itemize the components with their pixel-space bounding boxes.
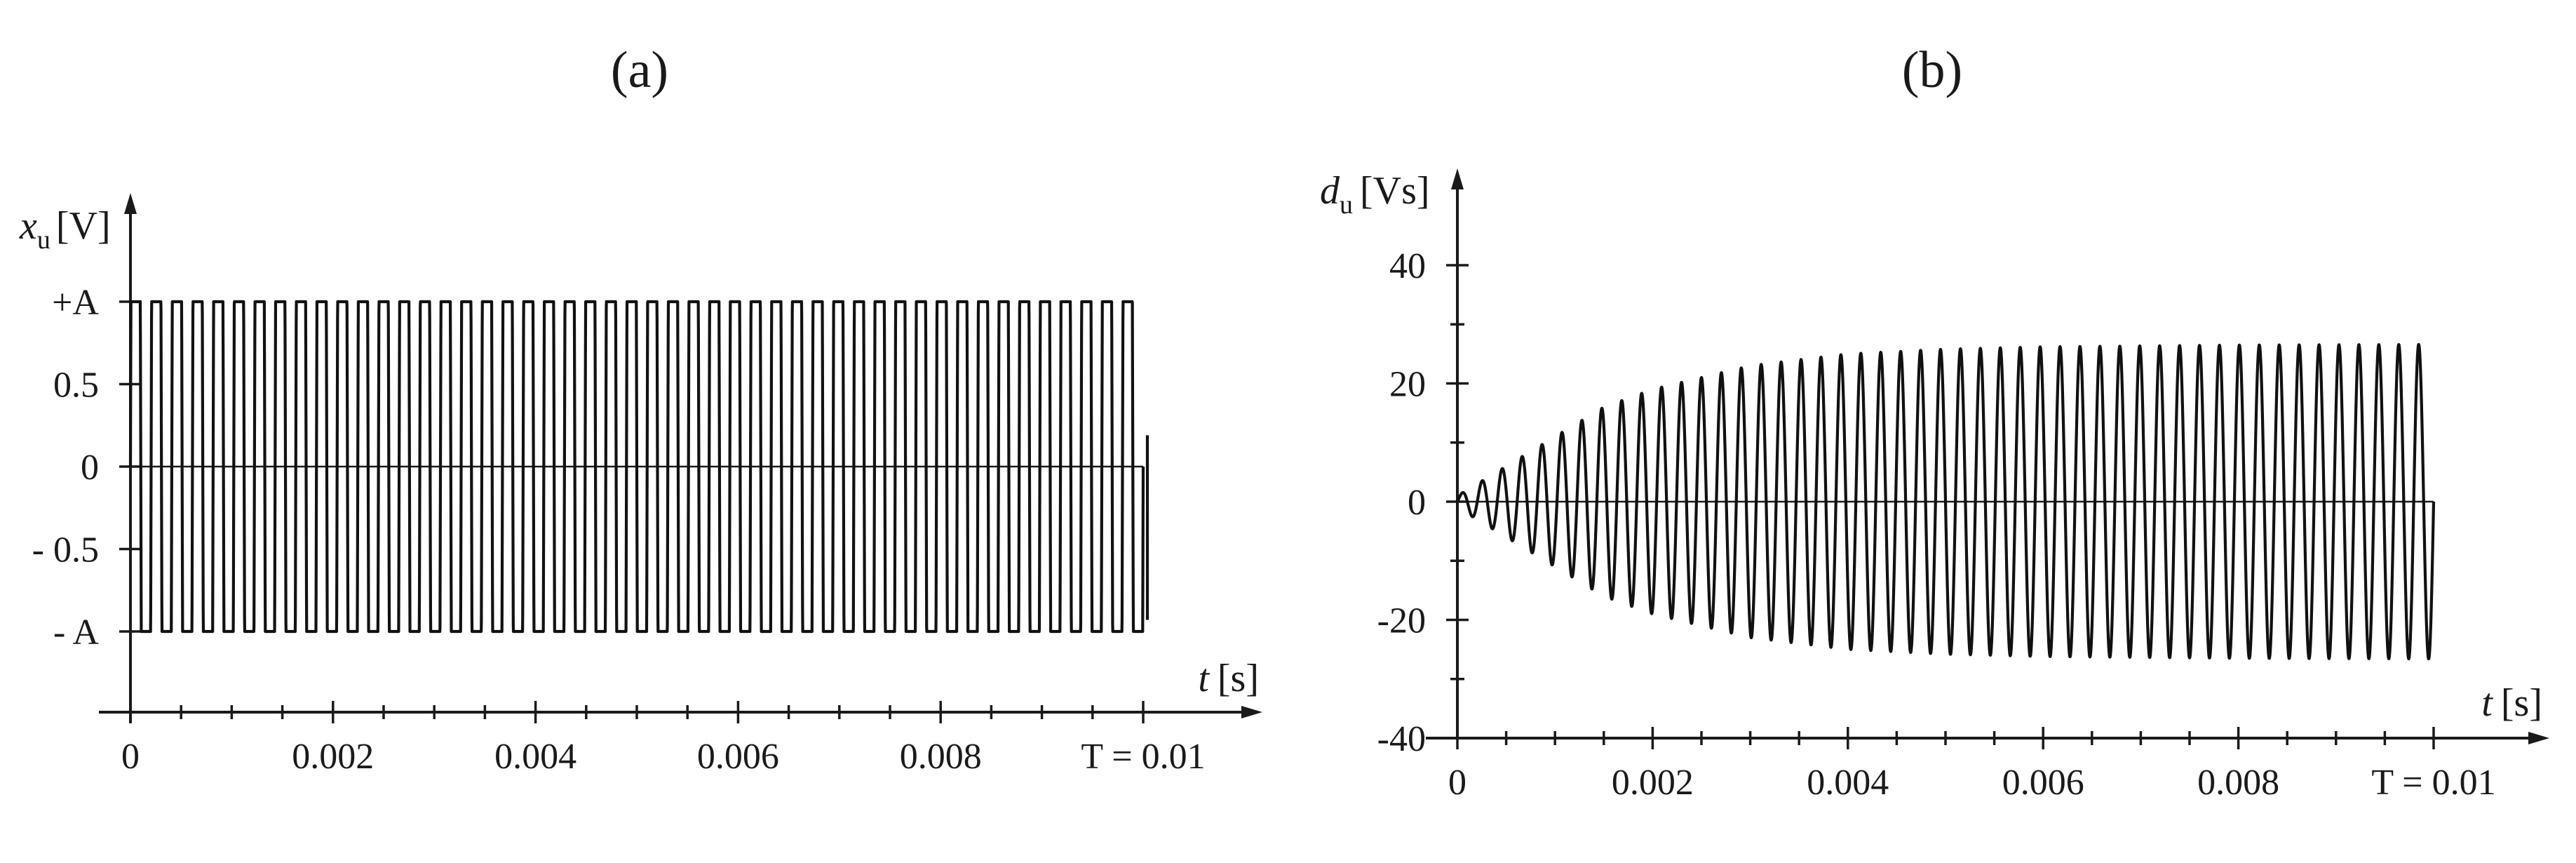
- panel-a-x-axis-title: t [s]: [1198, 657, 1259, 700]
- x-tick-label: 0.008: [2197, 763, 2279, 803]
- panel-a-y-axis-title: xu [V]: [19, 204, 111, 255]
- x-axis-arrowhead: [1241, 706, 1262, 718]
- panel-b-label: (b): [1902, 41, 1962, 99]
- chart-panel-a: (a) 0 0.002 0.004 0.006 0.008 T = 0.01 +A 0.5 0 -…: [19, 41, 1262, 777]
- panel-b-ticks: 0 0.002 0.004 0.006 0.008 T = 0.01 40 20 0 -20 -40: [1377, 246, 2496, 803]
- y-tick-label: -20: [1377, 601, 1426, 641]
- y-tick-label: - A: [53, 613, 99, 653]
- x-tick-label: 0.006: [697, 737, 779, 777]
- panel-a-label: (a): [611, 41, 668, 99]
- panel-a-ticks: 0 0.002 0.004 0.006 0.008 T = 0.01 +A 0.5 0 - 0.5…: [32, 283, 1206, 777]
- x-tick-label: 0.002: [1612, 763, 1694, 803]
- chart-panel-b: (b) 0 0.002 0.004 0.006 0.008 T = 0.01 40 20 0 -2…: [1320, 41, 2549, 803]
- x-tick-label: 0.004: [1807, 763, 1889, 803]
- y-tick-label: +A: [52, 283, 99, 323]
- panel-a-square-wave-series: [128, 300, 1149, 634]
- y-tick-label: 0: [1408, 483, 1426, 523]
- x-tick-label: 0: [121, 737, 140, 777]
- y-tick-label: 0: [81, 448, 99, 488]
- y-axis-arrowhead: [124, 193, 137, 214]
- x-tick-label: 0.002: [292, 737, 374, 777]
- y-tick-label: - 0.5: [32, 530, 99, 570]
- x-tick-label: 0.004: [494, 737, 576, 777]
- x-tick-label: T = 0.01: [2371, 763, 2495, 803]
- y-tick-label: -40: [1377, 719, 1426, 759]
- y-tick-label: 40: [1389, 246, 1426, 286]
- y-axis-arrowhead: [1451, 168, 1464, 189]
- panel-b-axes: [1426, 168, 2549, 744]
- y-tick-label: 0.5: [53, 366, 99, 406]
- x-tick-label: 0.008: [900, 737, 982, 777]
- y-tick-label: 20: [1389, 365, 1426, 405]
- panel-b-oscillation-series: [1456, 342, 2436, 661]
- x-tick-label: 0.006: [2002, 763, 2084, 803]
- panel-a-axes: [99, 193, 1262, 723]
- x-axis-arrowhead: [2528, 732, 2549, 744]
- x-tick-label: T = 0.01: [1081, 737, 1205, 777]
- panel-b-y-axis-title: du [Vs]: [1320, 169, 1430, 220]
- panel-b-x-axis-title: t [s]: [2481, 681, 2542, 725]
- x-tick-label: 0: [1448, 763, 1466, 803]
